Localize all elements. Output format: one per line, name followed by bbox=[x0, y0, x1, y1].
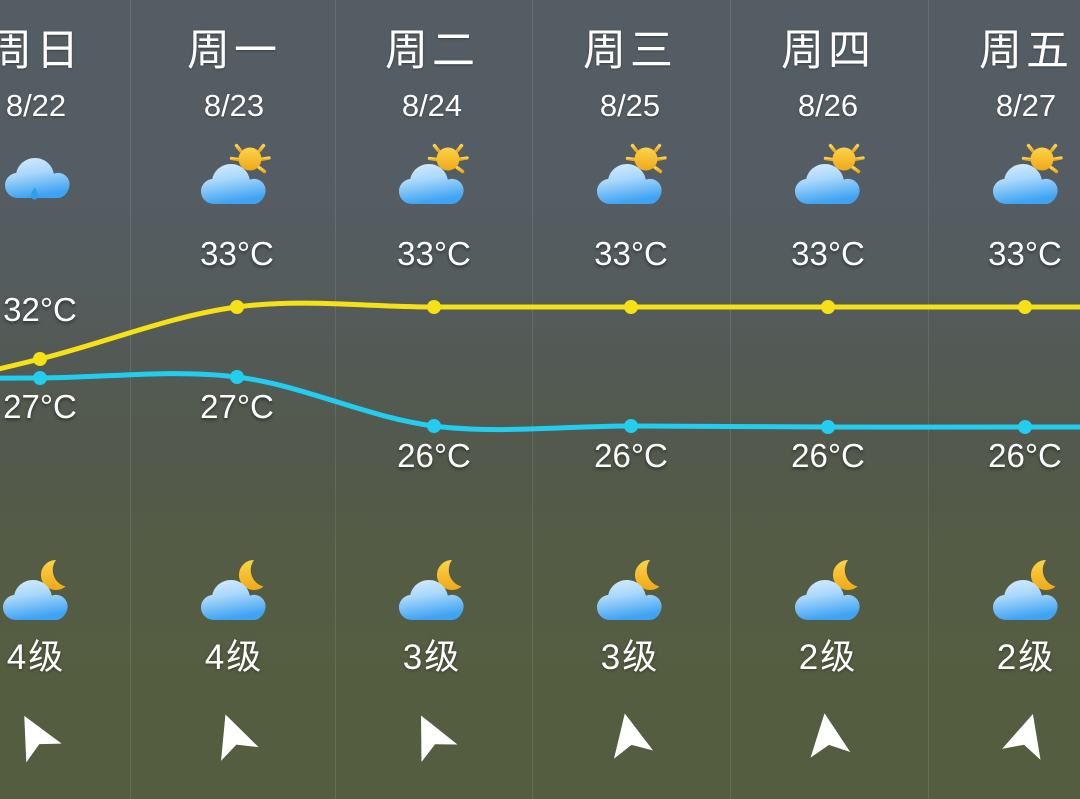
date-label: 8/26 bbox=[797, 88, 859, 123]
cloudy-moon-icon bbox=[136, 552, 332, 624]
wind-direction-arrow-icon bbox=[0, 705, 134, 771]
date-label: 8/22 bbox=[5, 88, 67, 123]
forecast-day-column[interactable]: 周四 8/26 bbox=[730, 0, 926, 799]
weekday-label: 周一 bbox=[187, 27, 281, 75]
cloudy-moon-icon bbox=[928, 552, 1080, 624]
cloudy-moon-icon bbox=[0, 552, 134, 624]
wind-level-label: 4级 bbox=[204, 638, 264, 677]
cloudy-moon-icon bbox=[730, 552, 926, 624]
wind-direction-arrow-icon bbox=[334, 705, 530, 771]
wind-level-label: 3级 bbox=[402, 638, 462, 677]
forecast-day-column[interactable]: 周日 8/22 bbox=[0, 0, 134, 799]
forecast-day-column[interactable]: 周五 8/27 bbox=[928, 0, 1080, 799]
cloudy-sun-icon bbox=[334, 136, 530, 208]
weekday-label: 周四 bbox=[781, 27, 875, 75]
wind-level-label: 4级 bbox=[6, 638, 66, 677]
wind-direction-arrow-icon bbox=[928, 705, 1080, 771]
cloudy-moon-icon bbox=[532, 552, 728, 624]
wind-level-label: 2级 bbox=[996, 638, 1056, 677]
cloudy-sun-icon bbox=[730, 136, 926, 208]
forecast-day-column[interactable]: 周一 8/23 bbox=[136, 0, 332, 799]
wind-level-label: 2级 bbox=[798, 638, 858, 677]
weekday-label: 周三 bbox=[583, 27, 677, 75]
cloudy-moon-icon bbox=[334, 552, 530, 624]
weekday-label: 周二 bbox=[385, 27, 479, 75]
forecast-day-column[interactable]: 周二 8/24 bbox=[334, 0, 530, 799]
wind-direction-arrow-icon bbox=[532, 705, 728, 771]
wind-level-label: 3级 bbox=[600, 638, 660, 677]
date-label: 8/25 bbox=[599, 88, 661, 123]
wind-direction-arrow-icon bbox=[730, 705, 926, 771]
cloudy-sun-icon bbox=[136, 136, 332, 208]
cloudy-rain-icon bbox=[0, 136, 134, 208]
weekday-label: 周五 bbox=[979, 27, 1073, 75]
cloudy-sun-icon bbox=[532, 136, 728, 208]
wind-direction-arrow-icon bbox=[136, 705, 332, 771]
date-label: 8/27 bbox=[995, 88, 1057, 123]
weekday-label: 周日 bbox=[0, 27, 83, 75]
cloudy-sun-icon bbox=[928, 136, 1080, 208]
forecast-day-column[interactable]: 周三 8/25 bbox=[532, 0, 728, 799]
date-label: 8/23 bbox=[203, 88, 265, 123]
date-label: 8/24 bbox=[401, 88, 463, 123]
